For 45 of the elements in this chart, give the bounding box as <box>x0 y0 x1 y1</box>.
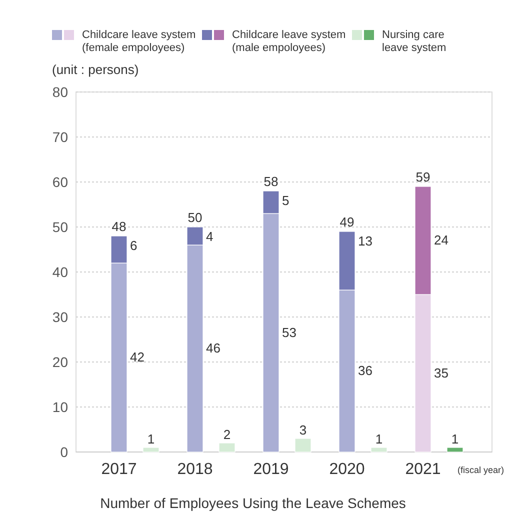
total-label: 48 <box>112 219 126 234</box>
y-tick-label: 50 <box>52 219 68 235</box>
data-label: 1 <box>147 432 155 446</box>
y-axis-title: (unit : persons) <box>52 62 139 77</box>
legend-label: Nursing care leave system <box>382 29 446 54</box>
data-label: 4 <box>206 229 214 244</box>
bar <box>446 447 464 452</box>
bar <box>218 442 236 452</box>
x-axis-title: (fiscal year) <box>457 465 504 475</box>
y-tick-label: 10 <box>52 399 68 415</box>
y-tick-label: 80 <box>52 84 68 100</box>
total-label: 58 <box>264 174 278 189</box>
total-label: 59 <box>416 170 430 184</box>
bar <box>142 447 160 452</box>
data-label: 2 <box>223 427 231 442</box>
bar <box>370 447 388 452</box>
legend-label: Childcare leave system (female empoloyees) <box>82 29 196 54</box>
data-label: 5 <box>282 193 290 208</box>
x-tick-label: 2021 <box>405 461 441 478</box>
data-label: 42 <box>130 350 144 364</box>
data-label: 35 <box>434 365 448 380</box>
y-tick-label: 70 <box>52 129 68 145</box>
data-label: 53 <box>282 324 296 340</box>
text: Number of Employees Using the Leave Schemes <box>100 495 406 511</box>
data-label: 36 <box>358 363 372 378</box>
bar <box>294 438 312 452</box>
data-label: 46 <box>206 340 220 356</box>
data-label: 6 <box>130 238 138 253</box>
data-label: 3 <box>299 422 307 438</box>
data-label: 1 <box>451 432 459 446</box>
y-tick-label: 60 <box>52 174 68 190</box>
total-label: 50 <box>188 210 202 225</box>
total-label: 49 <box>340 214 354 230</box>
y-tick-label: 30 <box>52 309 68 325</box>
y-tick-label: 20 <box>52 354 68 370</box>
x-tick-label: 2019 <box>253 461 289 478</box>
y-tick-label: 40 <box>52 264 68 280</box>
data-label: 24 <box>434 232 448 248</box>
y-tick-label: 0 <box>60 444 68 460</box>
x-tick-label: 2017 <box>101 461 137 478</box>
legend-label: Childcare leave system (male empoloyees) <box>232 29 346 54</box>
x-tick-label: 2020 <box>329 461 365 478</box>
x-tick-label: 2018 <box>177 461 213 478</box>
data-label: 13 <box>358 234 372 248</box>
data-label: 1 <box>375 432 383 446</box>
